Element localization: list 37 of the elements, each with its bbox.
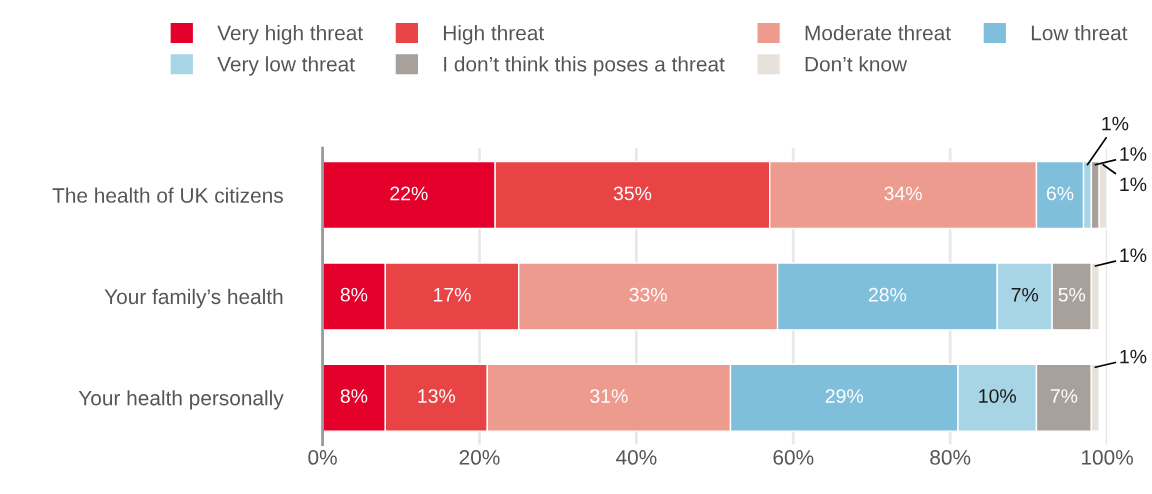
data-label: 29% <box>825 389 864 403</box>
data-label: 33% <box>629 287 667 302</box>
legend-label: Low threat <box>1031 25 1128 41</box>
data-label: 8% <box>340 287 368 302</box>
data-label: 1% <box>1120 147 1147 161</box>
data-label: 7% <box>1011 287 1039 302</box>
legend-label: High threat <box>443 25 545 45</box>
legend-label: Moderate threat <box>805 25 951 41</box>
data-label: 1% <box>1120 248 1147 263</box>
legend-label: I don’t think this poses a threat <box>444 56 725 76</box>
data-label: 6% <box>1046 186 1074 201</box>
y-tick-label: The health of UK citizens <box>52 187 283 203</box>
data-label: 1% <box>1102 116 1129 131</box>
x-tick-label: 100% <box>1082 450 1133 465</box>
data-label: 8% <box>340 389 368 403</box>
x-tick-label: 20% <box>459 450 500 465</box>
data-label: 28% <box>868 287 907 302</box>
x-tick-label: 80% <box>930 450 971 465</box>
legend-label: Don’t know <box>805 56 908 72</box>
data-label: 34% <box>884 186 922 201</box>
legend-label: Very low threat <box>217 56 355 76</box>
data-label: 22% <box>390 186 428 201</box>
x-tick-label: 40% <box>616 450 657 465</box>
data-label: 17% <box>434 287 471 302</box>
legend-label: Very high threat <box>217 25 363 45</box>
data-label: 13% <box>418 389 456 403</box>
x-tick-label: 0% <box>308 450 337 465</box>
y-tick-label: Your health personally <box>78 390 284 410</box>
data-label: 5% <box>1058 287 1086 302</box>
y-tick-label: Your family’s health <box>104 288 283 309</box>
data-label: 7% <box>1050 389 1078 403</box>
data-label: 1% <box>1120 177 1147 192</box>
data-label: 10% <box>979 389 1017 403</box>
data-label: 31% <box>590 389 628 403</box>
data-label: 35% <box>613 186 652 201</box>
data-label: 1% <box>1120 349 1147 364</box>
x-tick-label: 60% <box>773 450 814 465</box>
